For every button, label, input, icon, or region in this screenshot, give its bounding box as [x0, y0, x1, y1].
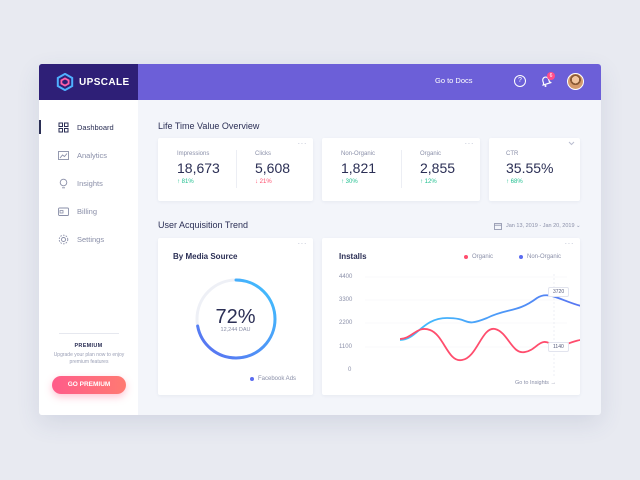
y-tick-label: 4400: [339, 274, 353, 280]
y-tick-label: 0: [348, 367, 352, 373]
non-organic-legend[interactable]: Non-Organic: [519, 254, 561, 260]
gear-icon: [58, 234, 69, 244]
y-tick-label: 3300: [339, 297, 353, 303]
go-to-insights-link[interactable]: Go to Insights →: [515, 380, 556, 386]
legend-dot: [519, 255, 523, 259]
metric-label: Clicks: [255, 151, 271, 157]
metric-value: 1,821: [341, 160, 377, 176]
divider: [236, 150, 237, 188]
sidebar-item-label: Dashboard: [77, 122, 114, 132]
non-organic-metric: Non-Organic 1,821 ↑ 30%: [341, 151, 376, 185]
metric-delta: ↑ 30%: [341, 179, 358, 185]
media-source-title: By Media Source: [173, 252, 238, 261]
go-to-docs-link[interactable]: Go to Docs: [435, 76, 473, 85]
metric-value: 35.55%: [506, 160, 554, 176]
non-organic-tooltip: 3720: [548, 287, 570, 297]
sidebar-item-dashboard[interactable]: Dashboard: [39, 120, 138, 134]
organic-tooltip: 1140: [548, 342, 569, 352]
impressions-metric: Impressions 18,673 ↑ 81%: [177, 151, 220, 185]
collapse-arrows-icon: [568, 141, 575, 146]
sidebar-item-label: Analytics: [77, 150, 108, 160]
sidebar-item-label: Insights: [77, 178, 103, 188]
installs-line-chart: [365, 274, 580, 376]
metric-label: Non-Organic: [341, 151, 376, 157]
donut-progress-arc: [195, 278, 277, 360]
sidebar: Dashboard Analytics Insights Billing Set…: [39, 100, 138, 415]
metric-delta: ↑ 81%: [177, 179, 194, 185]
card-menu-icon[interactable]: [568, 139, 575, 148]
divider: [401, 150, 402, 188]
acquisition-section-title: User Acquisition Trend: [158, 220, 249, 230]
legend-label: Facebook Ads: [258, 376, 297, 382]
sidebar-item-label: Settings: [77, 234, 105, 244]
sidebar-item-insights[interactable]: Insights: [39, 176, 138, 190]
donut-chart: [195, 278, 277, 360]
help-icon[interactable]: ?: [514, 75, 526, 87]
grid-icon: [58, 122, 69, 132]
sidebar-item-label: Billing: [77, 206, 98, 216]
organic-card: ··· Non-Organic 1,821 ↑ 30% Organic 2,85…: [322, 138, 480, 201]
non-organic-series-line: [399, 294, 580, 341]
calendar-icon: [494, 223, 502, 230]
wallet-icon: [58, 207, 69, 216]
sidebar-item-billing[interactable]: Billing: [39, 204, 138, 218]
media-source-card: ··· By Media Source 72% 12,244 DAU Faceb…: [158, 238, 313, 395]
metric-label: CTR: [506, 151, 519, 157]
chart-icon: [58, 150, 69, 160]
notification-badge: 6: [547, 72, 555, 80]
metric-label: Organic: [420, 151, 442, 157]
bell-icon[interactable]: [539, 74, 553, 88]
ctr-card: CTR 35.55% ↑ 68%: [489, 138, 580, 201]
sidebar-item-analytics[interactable]: Analytics: [39, 148, 138, 162]
avatar[interactable]: [567, 73, 584, 90]
clicks-metric: Clicks 5,608 ↓ 21%: [255, 151, 290, 185]
metric-value: 2,855: [420, 160, 456, 176]
card-menu-icon[interactable]: ···: [564, 239, 574, 248]
metric-delta: ↓ 21%: [255, 179, 272, 185]
date-range-picker[interactable]: Jan 13, 2019 - Jan 20, 2019 ⌄: [494, 222, 581, 230]
installs-title: Installs: [339, 252, 367, 261]
top-header: UPSCALE Go to Docs ? 6: [39, 64, 601, 100]
divider: [59, 333, 119, 334]
metric-value: 5,608: [255, 160, 291, 176]
metric-value: 18,673: [177, 160, 220, 176]
facebook-ads-legend: Facebook Ads: [250, 376, 296, 382]
lightbulb-icon: [59, 178, 68, 188]
organic-metric: Organic 2,855 ↑ 12%: [420, 151, 455, 185]
card-menu-icon[interactable]: ···: [464, 139, 474, 148]
legend-dot: [464, 255, 468, 259]
legend-label: Non-Organic: [527, 254, 562, 260]
organic-legend[interactable]: Organic: [464, 254, 493, 260]
brand[interactable]: UPSCALE: [39, 64, 138, 100]
donut-percent: 72%: [215, 306, 256, 328]
hexagon-logo-icon: [56, 73, 74, 91]
y-tick-label: 1100: [339, 344, 352, 350]
premium-text: Upgrade your plan now to enjoy premium f…: [53, 352, 125, 365]
metric-delta: ↑ 12%: [420, 179, 437, 185]
card-menu-icon[interactable]: ···: [297, 239, 307, 248]
card-menu-icon[interactable]: ···: [297, 139, 307, 148]
y-tick-label: 2200: [339, 320, 353, 326]
ltv-section-title: Life Time Value Overview: [158, 121, 260, 131]
go-premium-button[interactable]: GO PREMIUM: [52, 376, 126, 394]
ctr-metric: CTR 35.55% ↑ 68%: [506, 151, 553, 185]
sidebar-item-settings[interactable]: Settings: [39, 232, 138, 246]
impressions-clicks-card: ··· Impressions 18,673 ↑ 81% Clicks 5,60…: [158, 138, 313, 201]
brand-name: UPSCALE: [79, 76, 130, 88]
legend-label: Organic: [472, 254, 494, 260]
metric-label: Impressions: [177, 151, 210, 157]
legend-dot: [250, 377, 254, 381]
premium-title: PREMIUM: [74, 343, 103, 349]
installs-card: ··· Installs Organic Non-Organic 4400 33…: [322, 238, 580, 395]
metric-delta: ↑ 68%: [506, 179, 523, 185]
app-window: UPSCALE Go to Docs ? 6 Dashboard Analyti…: [39, 64, 601, 415]
donut-sub-label: 12,244 DAU: [220, 327, 251, 333]
date-range-label: Jan 13, 2019 - Jan 20, 2019 ⌄: [506, 223, 581, 229]
